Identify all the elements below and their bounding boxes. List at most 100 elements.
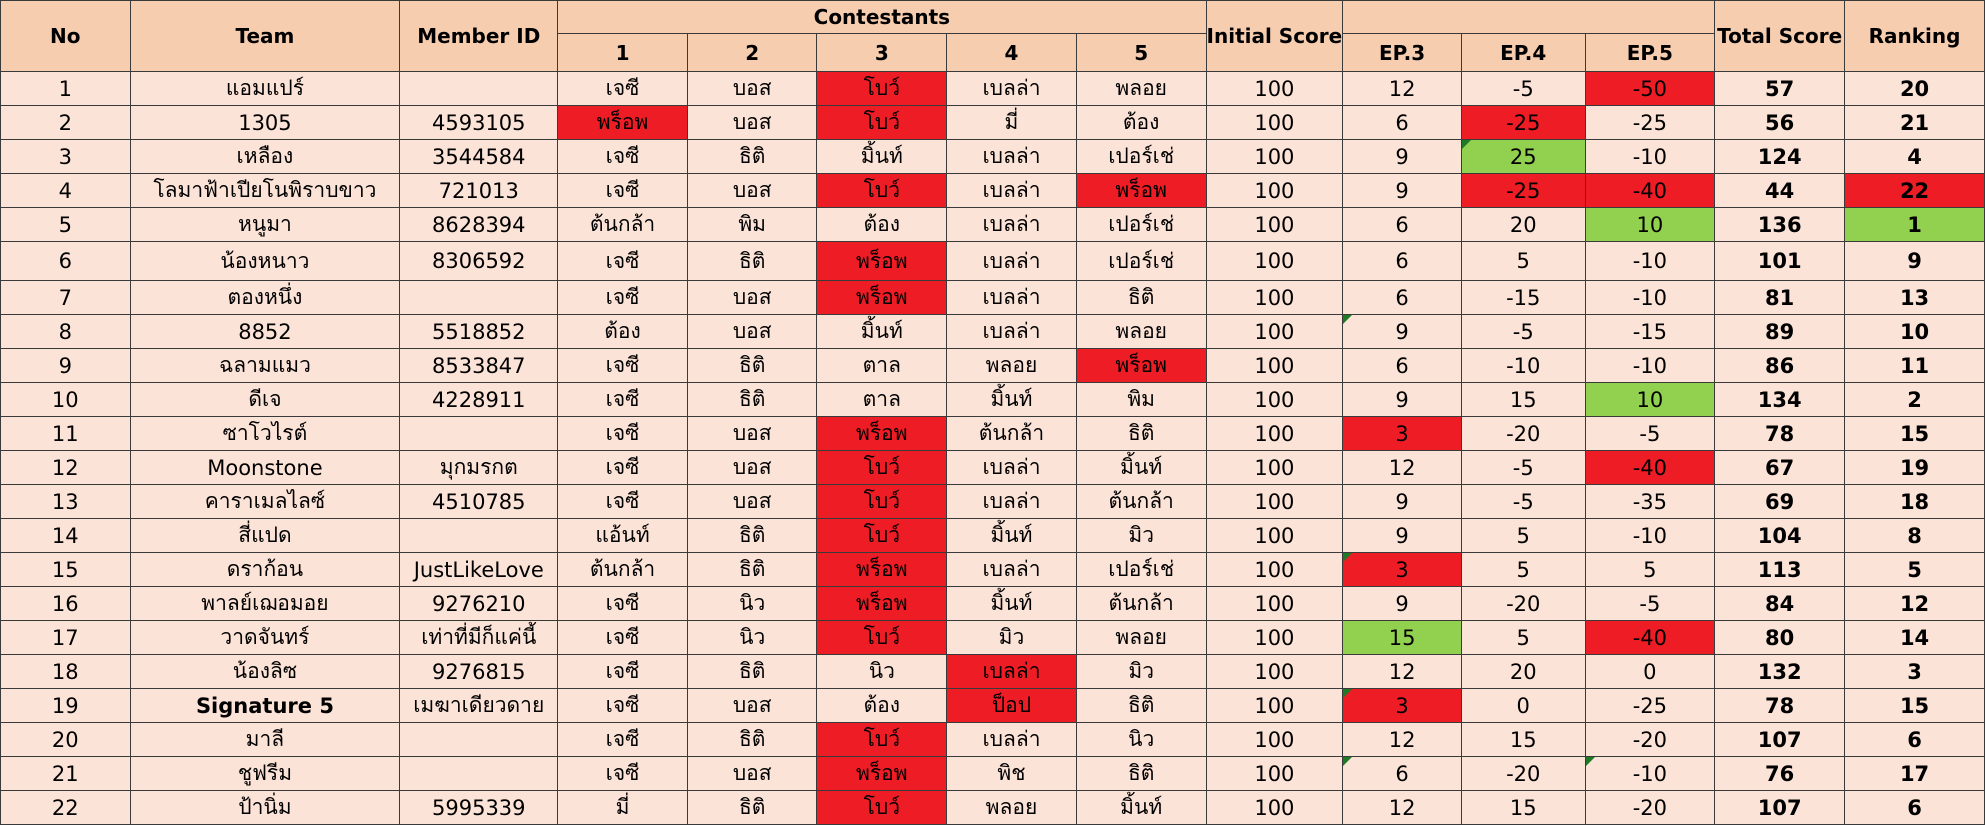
cell-ep5[interactable]: 5 [1584,552,1716,587]
cell-initial-score[interactable]: 100 [1205,241,1344,281]
cell-ranking[interactable]: 19 [1844,450,1985,485]
cell-contestant-4[interactable]: มิ้นท์ [946,382,1077,417]
cell-ep5[interactable]: -40 [1584,450,1716,485]
cell-contestant-3[interactable]: ตาล [816,382,948,417]
cell-ep3[interactable]: 3 [1342,416,1462,451]
cell-no[interactable]: 5 [0,207,131,242]
cell-ep4[interactable]: 20 [1460,207,1586,242]
cell-ep3[interactable]: 15 [1342,620,1462,655]
cell-ep5[interactable]: -20 [1584,722,1716,757]
header-contestant-4[interactable]: 4 [946,33,1077,72]
cell-contestant-1[interactable]: เจซี [557,241,688,281]
cell-contestant-4[interactable]: มิว [946,620,1077,655]
cell-ep5[interactable]: -10 [1584,139,1716,174]
cell-no[interactable]: 16 [0,586,131,621]
cell-ep5[interactable]: -25 [1584,688,1716,723]
cell-ep3[interactable]: 3 [1342,688,1462,723]
cell-contestant-5[interactable]: เปอร์เช่ [1075,139,1207,174]
cell-total-score[interactable]: 56 [1714,105,1846,140]
cell-contestant-2[interactable]: ธิติ [686,722,818,757]
cell-ep3[interactable]: 6 [1342,207,1462,242]
cell-contestant-5[interactable]: นิว [1075,722,1207,757]
cell-contestant-4[interactable]: มี่ [946,105,1077,140]
cell-contestant-3[interactable]: นิว [816,654,948,689]
cell-no[interactable]: 4 [0,173,131,208]
cell-total-score[interactable]: 134 [1714,382,1846,417]
cell-ep5[interactable]: 10 [1584,382,1716,417]
cell-contestant-3[interactable]: โบว์ [816,173,948,208]
cell-ep4[interactable]: 15 [1460,790,1586,825]
cell-contestant-2[interactable]: ธิติ [686,790,818,825]
cell-contestant-3[interactable]: ตาล [816,348,948,383]
cell-initial-score[interactable]: 100 [1205,756,1344,791]
cell-ep3[interactable]: 6 [1342,241,1462,281]
cell-contestant-1[interactable]: ต้นกล้า [557,207,688,242]
cell-contestant-4[interactable]: เบลล่า [946,314,1077,349]
cell-contestant-5[interactable]: เปอร์เช่ [1075,552,1207,587]
cell-ep3[interactable]: 9 [1342,173,1462,208]
cell-total-score[interactable]: 76 [1714,756,1846,791]
cell-team[interactable]: Moonstone [129,450,401,485]
cell-ep5[interactable]: -10 [1584,348,1716,383]
cell-contestant-3[interactable]: โบว์ [816,790,948,825]
cell-initial-score[interactable]: 100 [1205,348,1344,383]
cell-ranking[interactable]: 14 [1844,620,1985,655]
cell-ranking[interactable]: 3 [1844,654,1985,689]
cell-contestant-1[interactable]: เจซี [557,173,688,208]
header-episodes-group[interactable] [1342,0,1716,34]
cell-ranking[interactable]: 1 [1844,207,1985,242]
cell-contestant-4[interactable]: เบลล่า [946,484,1077,519]
cell-contestant-4[interactable]: เบลล่า [946,654,1077,689]
cell-member-id[interactable]: 4228911 [399,382,559,417]
cell-total-score[interactable]: 69 [1714,484,1846,519]
cell-member-id[interactable]: 8306592 [399,241,559,281]
cell-team[interactable]: พาลย์เฌอมอย [129,586,401,621]
cell-no[interactable]: 17 [0,620,131,655]
cell-ep4[interactable]: 5 [1460,241,1586,281]
cell-contestant-2[interactable]: ธิติ [686,241,818,281]
cell-total-score[interactable]: 86 [1714,348,1846,383]
cell-contestant-2[interactable]: บอส [686,280,818,315]
cell-ep5[interactable]: -50 [1584,71,1716,106]
cell-team[interactable]: เหลือง [129,139,401,174]
cell-member-id[interactable]: 5995339 [399,790,559,825]
cell-contestant-1[interactable]: เจซี [557,139,688,174]
cell-total-score[interactable]: 84 [1714,586,1846,621]
cell-ranking[interactable]: 13 [1844,280,1985,315]
cell-no[interactable]: 11 [0,416,131,451]
cell-initial-score[interactable]: 100 [1205,518,1344,553]
cell-team[interactable]: ดราก้อน [129,552,401,587]
cell-ep4[interactable]: -15 [1460,280,1586,315]
cell-contestant-4[interactable]: พิช [946,756,1077,791]
cell-contestant-1[interactable]: เจซี [557,620,688,655]
cell-contestant-2[interactable]: บอส [686,71,818,106]
cell-contestant-5[interactable]: ธิติ [1075,280,1207,315]
cell-team[interactable]: ฉลามแมว [129,348,401,383]
cell-member-id[interactable]: มุกมรกต [399,450,559,485]
cell-ranking[interactable]: 20 [1844,71,1985,106]
cell-ep5[interactable]: -5 [1584,586,1716,621]
cell-contestant-2[interactable]: ธิติ [686,654,818,689]
cell-initial-score[interactable]: 100 [1205,484,1344,519]
cell-contestant-3[interactable]: พร็อพ [816,756,948,791]
cell-team[interactable]: น้องหนาว [129,241,401,281]
cell-ep4[interactable]: -10 [1460,348,1586,383]
cell-initial-score[interactable]: 100 [1205,382,1344,417]
cell-ep4[interactable]: 5 [1460,620,1586,655]
cell-contestant-5[interactable]: ธิติ [1075,416,1207,451]
cell-team[interactable]: มาลี [129,722,401,757]
cell-ep5[interactable]: 10 [1584,207,1716,242]
cell-contestant-5[interactable]: พร็อพ [1075,173,1207,208]
cell-contestant-5[interactable]: พลอย [1075,314,1207,349]
cell-member-id[interactable]: 8628394 [399,207,559,242]
cell-ranking[interactable]: 12 [1844,586,1985,621]
cell-contestant-1[interactable]: พร็อพ [557,105,688,140]
cell-ep4[interactable]: -20 [1460,756,1586,791]
cell-member-id[interactable]: 9276815 [399,654,559,689]
header-no[interactable]: No [0,0,131,72]
cell-no[interactable]: 9 [0,348,131,383]
cell-contestant-4[interactable]: เบลล่า [946,207,1077,242]
cell-initial-score[interactable]: 100 [1205,416,1344,451]
cell-ranking[interactable]: 6 [1844,790,1985,825]
cell-contestant-1[interactable]: เจซี [557,586,688,621]
